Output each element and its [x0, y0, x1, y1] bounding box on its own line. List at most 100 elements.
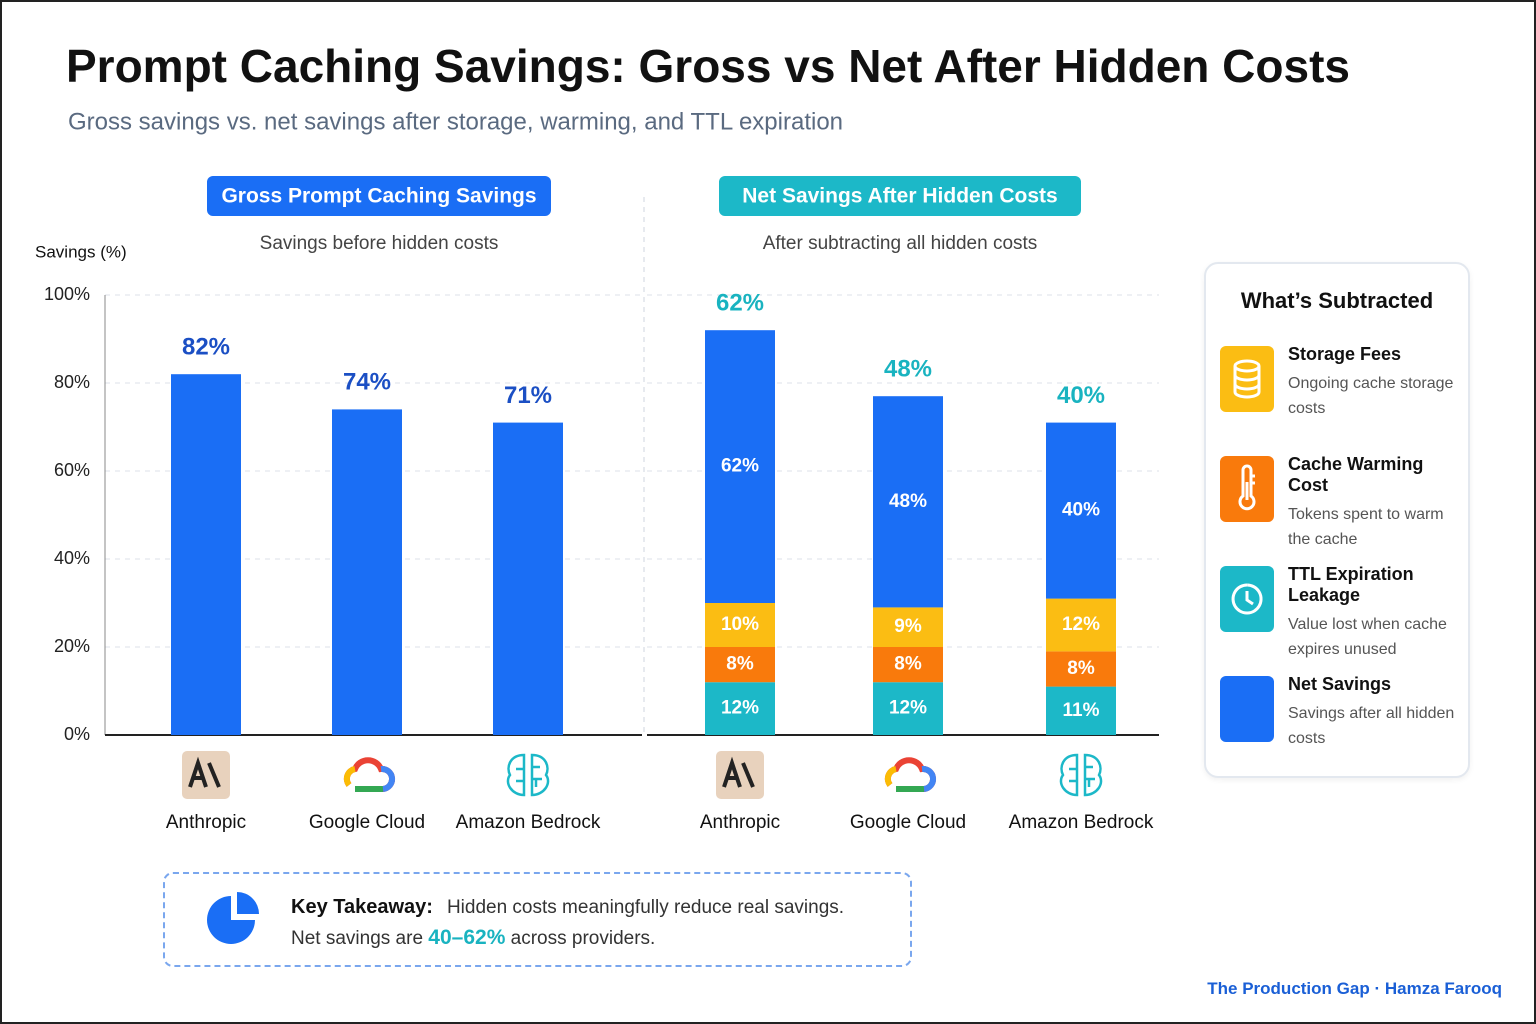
footer: The Production Gap · Hamza Farooq: [1207, 979, 1502, 999]
legend-label: Net Savings: [1288, 674, 1392, 694]
panel-subtitle: Savings before hidden costs: [260, 233, 499, 254]
x-tick-label: Google Cloud: [850, 812, 966, 833]
y-tick-label: 0%: [64, 724, 90, 744]
logo-glyph: [722, 756, 755, 788]
legend-swatch: [1220, 676, 1274, 742]
legend-description: Tokens spent to warm the cache: [1288, 506, 1444, 548]
y-tick-label: 60%: [54, 460, 90, 480]
logo-bg: [716, 751, 764, 799]
logo-glyph: [343, 757, 395, 792]
segment-label: 11%: [1063, 700, 1100, 721]
legend-title: What’s Subtracted: [1240, 288, 1434, 313]
panel-header-pill: [207, 176, 551, 216]
footer-publication: The Production Gap: [1207, 979, 1370, 998]
legend-item: TTL Expiration Leakage Value lost when ca…: [1288, 564, 1468, 662]
bar-segment: [705, 603, 775, 647]
legend-swatch: [1220, 456, 1274, 522]
page-subtitle: Gross savings vs. net savings after stor…: [68, 108, 843, 135]
total-label: 48%: [884, 356, 932, 383]
takeaway-line: Net savings are 40–62% across providers.: [291, 926, 655, 950]
y-tick-label: 100%: [44, 284, 90, 304]
x-tick-label: Google Cloud: [309, 812, 425, 833]
segment-label: 12%: [1062, 614, 1100, 635]
legend-label: TTL Expiration Leakage: [1288, 564, 1414, 605]
logo-glyph: [380, 765, 395, 792]
segment-label: 12%: [721, 698, 759, 719]
value-label: 82%: [182, 334, 230, 361]
bar-segment: [1046, 422, 1116, 599]
x-tick-label: Anthropic: [166, 812, 246, 833]
legend-item: Storage Fees Ongoing cache storage costs: [1288, 344, 1468, 421]
legend-icon: [1238, 464, 1256, 511]
logo-glyph: [884, 757, 936, 792]
bar-segment: [873, 682, 943, 735]
total-label: 40%: [1057, 382, 1105, 409]
footer-author: Hamza Farooq: [1384, 979, 1502, 998]
bar: [332, 409, 402, 735]
panel-header-pill: [719, 176, 1081, 216]
legend-swatch-fill: [1220, 676, 1274, 742]
segment-label: 9%: [894, 616, 922, 637]
bar-segment: [1046, 598, 1116, 652]
value-label: 71%: [504, 382, 552, 409]
logo-glyph: [921, 765, 936, 792]
takeaway-text: across providers.: [510, 928, 656, 949]
takeaway-highlight: 40–62%: [428, 926, 506, 949]
bar-segment: [705, 647, 775, 683]
footer-separator: ·: [1374, 979, 1381, 998]
logo-glyph: [506, 753, 550, 797]
pie-icon: [207, 892, 259, 944]
segment-label: 48%: [889, 491, 927, 512]
segment-label: 10%: [721, 614, 759, 635]
x-tick-label: Amazon Bedrock: [456, 812, 601, 833]
segment-label: 8%: [726, 654, 754, 675]
provider-logo: [182, 751, 230, 799]
legend-icon: [1231, 583, 1263, 615]
legend-icon: [1233, 359, 1261, 399]
legend-label: Cache Warming Cost: [1288, 454, 1424, 495]
panel-header: Gross Prompt Caching Savings: [221, 185, 536, 208]
provider-logo: [1059, 753, 1103, 797]
segment-label: 8%: [1067, 658, 1095, 679]
bar-segment: [705, 330, 775, 603]
total-label: 62%: [716, 290, 764, 317]
legend-description: Value lost when cache expires unused: [1288, 616, 1447, 658]
provider-logo: [884, 757, 936, 792]
bar: [171, 374, 241, 735]
y-tick-label: 20%: [54, 636, 90, 656]
page-title: Prompt Caching Savings: Gross vs Net Aft…: [66, 40, 1350, 92]
legend-item: Net Savings Savings after all hidden cost…: [1288, 674, 1468, 751]
logo-glyph: [884, 766, 897, 787]
bar: [493, 422, 563, 735]
segment-label: 62%: [721, 456, 759, 477]
logo-bg: [182, 751, 230, 799]
bar-segment: [1046, 651, 1116, 687]
logo-glyph: [188, 756, 221, 788]
provider-logo: [506, 753, 550, 797]
logo-glyph: [343, 766, 356, 787]
takeaway-line: Key Takeaway: Hidden costs meaningfully r…: [291, 896, 844, 919]
legend-description: Ongoing cache storage costs: [1288, 375, 1454, 417]
provider-logo: [343, 757, 395, 792]
takeaway-text: Hidden costs meaningfully reduce real sa…: [446, 897, 845, 918]
panel-header: Net Savings After Hidden Costs: [742, 185, 1057, 208]
segment-label: 40%: [1062, 500, 1100, 521]
y-axis-label: Savings (%): [35, 242, 127, 261]
takeaway-box: Key Takeaway: Hidden costs meaningfully r…: [163, 872, 912, 967]
legend-description: Savings after all hidden costs: [1288, 705, 1455, 747]
panel-subtitle: After subtracting all hidden costs: [763, 233, 1038, 254]
x-tick-label: Amazon Bedrock: [1009, 812, 1154, 833]
legend: What’s Subtracted Storage Fees Ongoing ca…: [1204, 262, 1470, 778]
legend-label: Storage Fees: [1288, 344, 1402, 364]
logo-glyph: [1059, 753, 1103, 797]
value-label: 74%: [343, 369, 391, 396]
legend-swatch: [1220, 346, 1274, 412]
takeaway-label: Key Takeaway:: [291, 896, 433, 918]
legend-swatch: [1220, 566, 1274, 632]
bar-segment: [1046, 686, 1116, 735]
segment-label: 8%: [894, 654, 922, 675]
bar-segment: [873, 607, 943, 647]
bar-segment: [705, 682, 775, 735]
x-tick-label: Anthropic: [700, 812, 780, 833]
